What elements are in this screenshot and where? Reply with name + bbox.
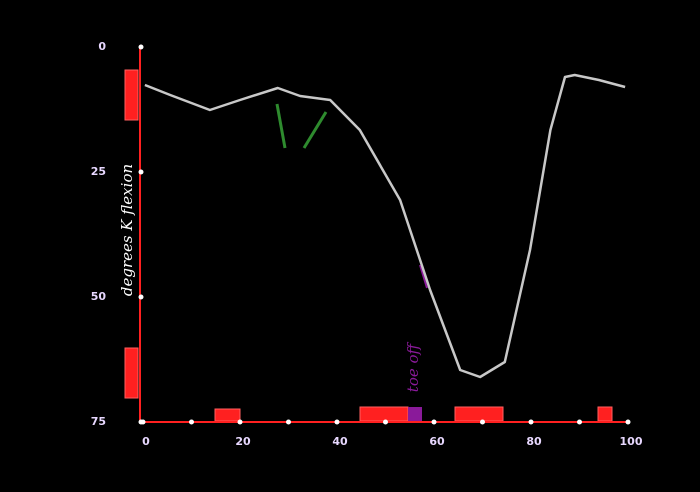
x-tick — [431, 419, 437, 425]
y-tick-label: 0 — [98, 40, 106, 53]
line — [144, 73, 626, 379]
y-tick — [138, 294, 144, 300]
y-tick — [138, 169, 144, 175]
x-tick-label: 80 — [526, 435, 542, 448]
toe-off-marker — [408, 407, 422, 422]
x-tick-label: 40 — [332, 435, 348, 448]
x-tick — [140, 419, 146, 425]
y-tick-label: 75 — [91, 415, 106, 428]
x-tick-label: 20 — [235, 435, 251, 448]
y-axis-label: degrees K flexion — [118, 164, 136, 296]
toe-off-tick — [419, 264, 428, 289]
y-tick-label: 50 — [91, 290, 107, 303]
annotation: toe off — [404, 341, 422, 392]
y-tick-label: 25 — [91, 165, 106, 178]
x-tick-label: 100 — [620, 435, 643, 448]
x-tick — [237, 419, 243, 425]
x-tick-label: 0 — [142, 435, 150, 448]
emg-bars — [124, 69, 613, 422]
y-tick — [138, 44, 144, 50]
arrows — [275, 103, 328, 149]
x-tick — [625, 419, 631, 425]
minor-tick-dots — [189, 419, 582, 425]
x-tick-label: 60 — [429, 435, 445, 448]
x-tick — [334, 419, 340, 425]
x-tick — [528, 419, 534, 425]
